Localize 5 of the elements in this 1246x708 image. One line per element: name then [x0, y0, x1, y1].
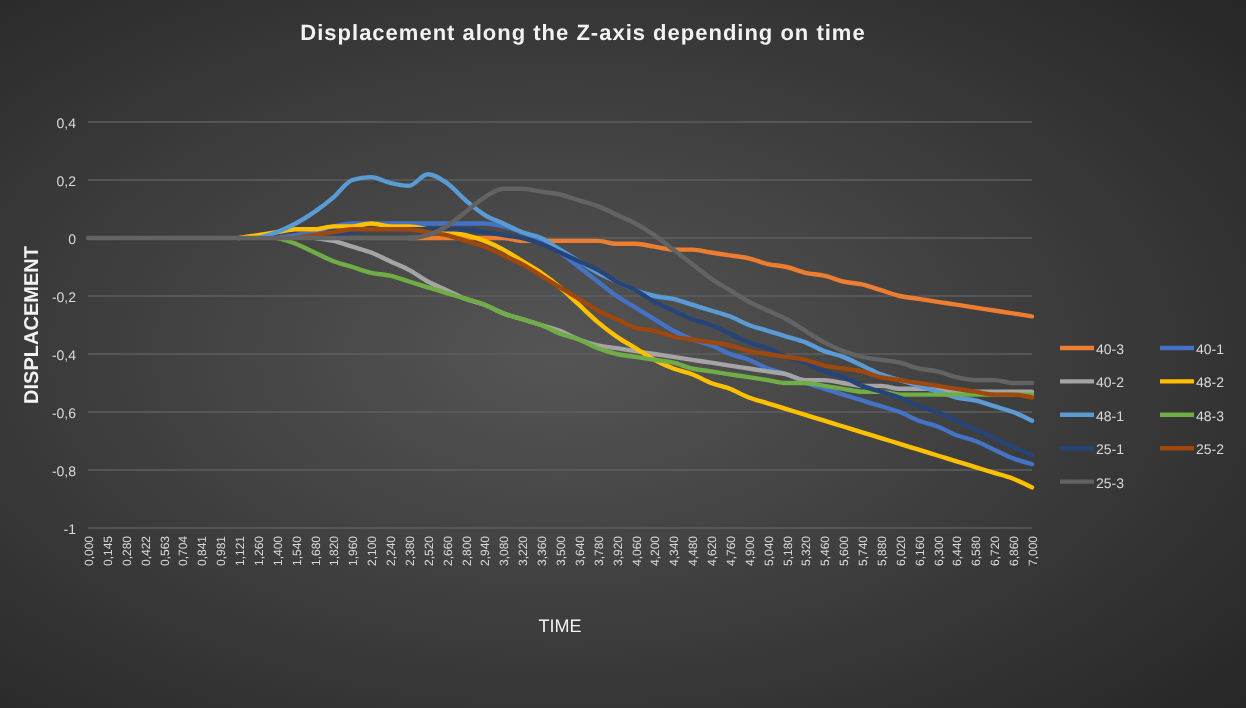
chart-title: Displacement along the Z-axis depending on time: [300, 22, 866, 46]
y-axis-title: DISPLACEMENT: [22, 246, 44, 404]
line-series: [255, 172, 1035, 423]
x-axis-title: TIME: [538, 616, 582, 636]
line-series: [85, 186, 1035, 386]
